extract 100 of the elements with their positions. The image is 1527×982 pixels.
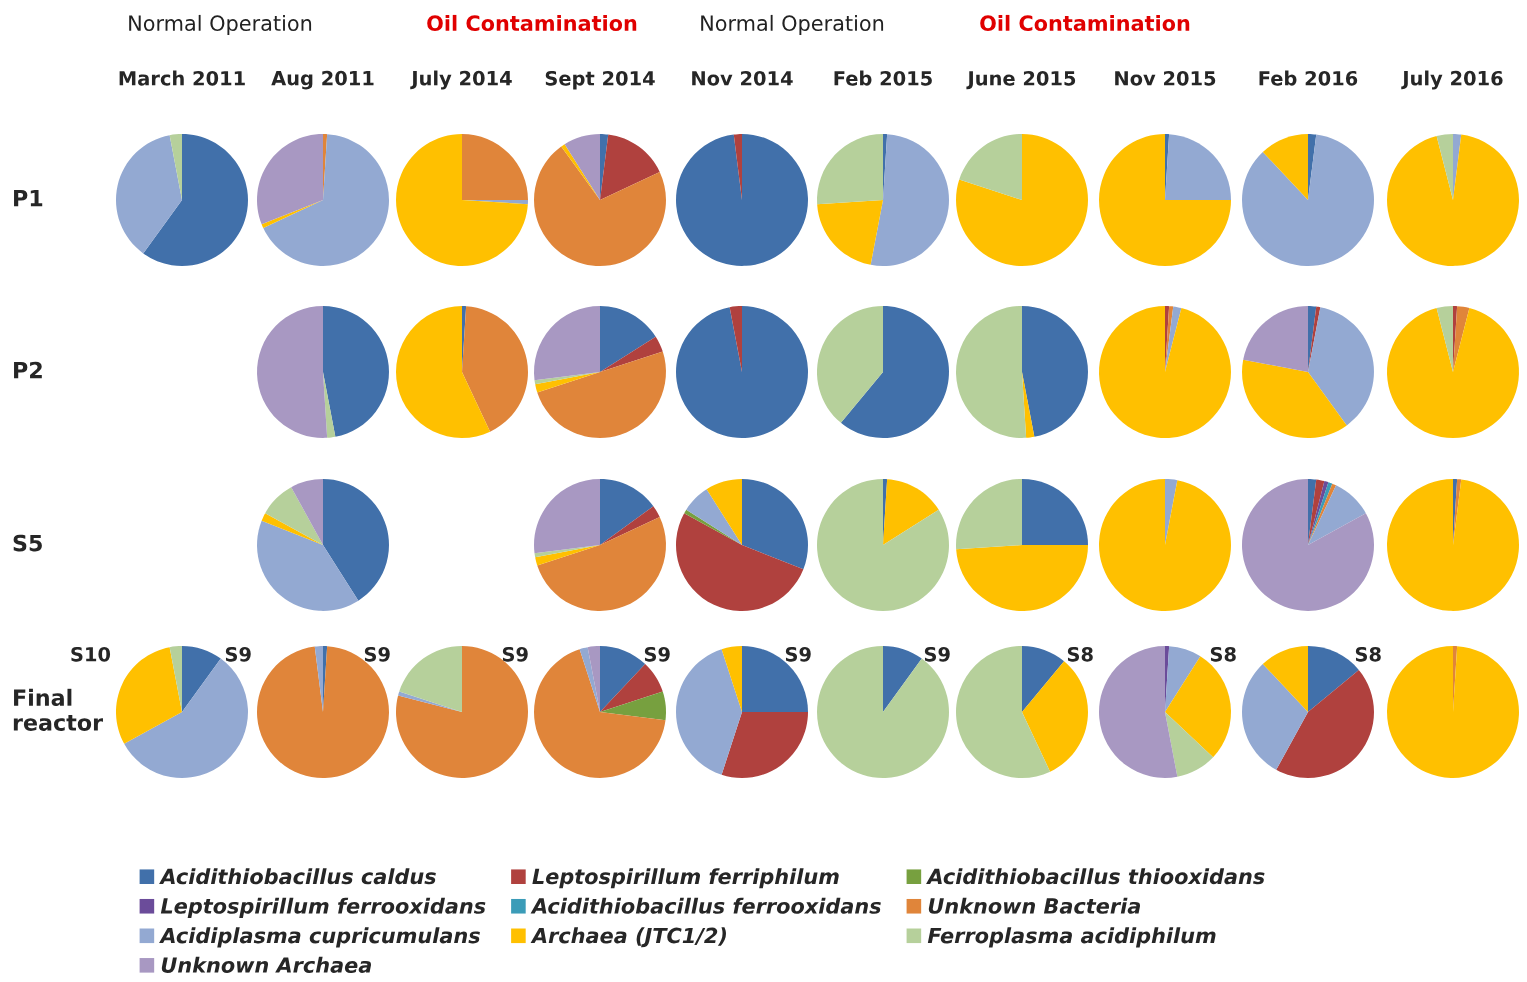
- text: Normal Operation: [129, 14, 312, 36]
- pie-slice: [291, 479, 323, 545]
- text: S8: [1067, 646, 1093, 662]
- pie-slice: [169, 134, 182, 200]
- pie-slice: [182, 646, 221, 712]
- text: S5: [13, 534, 42, 552]
- pie-slice: [1387, 479, 1519, 611]
- pie-slice: [323, 372, 336, 438]
- pie-slice: [840, 306, 949, 438]
- chart-title: Sept 2014: [545, 70, 655, 90]
- chart-title: Nov 2014: [692, 70, 793, 86]
- text: S9: [502, 646, 528, 662]
- chart-title: Nov 2015: [1115, 70, 1216, 86]
- pie-slice: [535, 372, 600, 393]
- pie-slice: [1022, 372, 1035, 438]
- pie-slice: [686, 489, 742, 545]
- pie-slice: [1165, 134, 1231, 200]
- text: Final reactor: [13, 688, 103, 731]
- pie-slice: [1387, 646, 1519, 778]
- pie-slice: [721, 646, 742, 712]
- pie-slice: [883, 646, 922, 712]
- pie-slice: [323, 306, 389, 437]
- chart-title: Aug 2011: [271, 70, 374, 90]
- category-label: Unknown Archaea: [161, 956, 371, 973]
- text: Oil Contamination: [427, 14, 637, 32]
- pie-slice: [1099, 646, 1178, 778]
- text: S8: [1210, 646, 1236, 662]
- pie-slice: [600, 691, 666, 721]
- pie-slice: [676, 134, 808, 266]
- pie-slice: [396, 134, 528, 266]
- pie-slice: [261, 200, 323, 229]
- pie-slice: [257, 520, 359, 611]
- pie-slice: [1453, 306, 1470, 372]
- pie-slice: [1308, 306, 1321, 372]
- pie-slice: [956, 479, 1022, 550]
- pie-slice: [1022, 479, 1088, 545]
- text: S9: [364, 646, 390, 662]
- pie-slice: [676, 306, 808, 438]
- text: S9: [785, 646, 811, 662]
- pie-slice: [399, 646, 462, 712]
- category-label: Leptospirillum ferrooxidans: [160, 897, 486, 918]
- pie-slice: [817, 306, 883, 423]
- pie-slice: [1099, 134, 1231, 266]
- pie-slice: [257, 134, 323, 225]
- pie-slice: [817, 200, 883, 265]
- text: S9: [644, 646, 670, 662]
- pie-slice: [600, 336, 663, 372]
- pie-slice: [1099, 306, 1231, 438]
- pie-slice: [600, 646, 646, 712]
- pie-slice: [600, 663, 663, 712]
- pie-slice: [257, 306, 328, 438]
- pie-slice: [1436, 306, 1453, 372]
- text: S9: [924, 646, 950, 662]
- pie-slice: [883, 479, 939, 545]
- pie-slice: [1242, 359, 1347, 438]
- pie-slice: [535, 545, 600, 566]
- text: P1: [14, 189, 43, 207]
- pie-slice: [323, 479, 389, 601]
- pie-slice: [261, 513, 323, 545]
- pie-slice: [1165, 479, 1178, 545]
- pie-slice: [956, 134, 1088, 266]
- pie-slice: [462, 306, 528, 432]
- pie-slice: [600, 134, 660, 200]
- pie-slice: [1022, 661, 1088, 772]
- chart-title: Feb 2016: [1259, 70, 1358, 86]
- pie-slice: [579, 647, 600, 712]
- text: S8: [1355, 646, 1381, 662]
- pie-slice: [817, 134, 883, 205]
- pie-slice: [1387, 134, 1519, 266]
- chart-title: July 2014: [410, 70, 512, 90]
- pie-slice: [676, 513, 804, 611]
- category-label: Unknown Bacteria: [928, 897, 1141, 914]
- pie-slice: [564, 134, 600, 200]
- pie-slice: [676, 649, 742, 775]
- text: P2: [14, 361, 42, 379]
- category-label: Archaea (JTC1/2): [530, 927, 726, 948]
- pie-slice: [817, 646, 949, 778]
- pie-slice: [263, 134, 389, 266]
- pie-slice: [1436, 134, 1453, 200]
- pie-slice: [534, 306, 600, 381]
- pie-slice: [1262, 134, 1308, 200]
- pie-slice: [534, 146, 666, 266]
- pie-slice: [1165, 712, 1214, 777]
- pie-slice: [684, 509, 742, 545]
- pie-slice: [116, 647, 182, 744]
- chart-title: Feb 2015: [834, 70, 932, 86]
- pie-slice: [1242, 479, 1374, 611]
- pie-slice: [1099, 479, 1231, 611]
- pie-slice: [729, 306, 742, 372]
- text: Oil Contamination: [980, 14, 1190, 32]
- category-label: Acidithiobacillus thiooxidans: [926, 868, 1265, 885]
- category-label: Leptospirillum ferriphilum: [532, 868, 839, 889]
- pie-slice: [817, 479, 949, 611]
- category-label: Acidithiobacillus ferrooxidans: [530, 897, 881, 914]
- pie-slice: [959, 134, 1022, 200]
- category-label: Acidiplasma cupricumulans: [159, 927, 480, 948]
- pie-slice: [706, 479, 742, 545]
- pie-slice: [1308, 485, 1366, 545]
- pie-slice: [396, 646, 528, 778]
- pie-slice: [1242, 134, 1374, 266]
